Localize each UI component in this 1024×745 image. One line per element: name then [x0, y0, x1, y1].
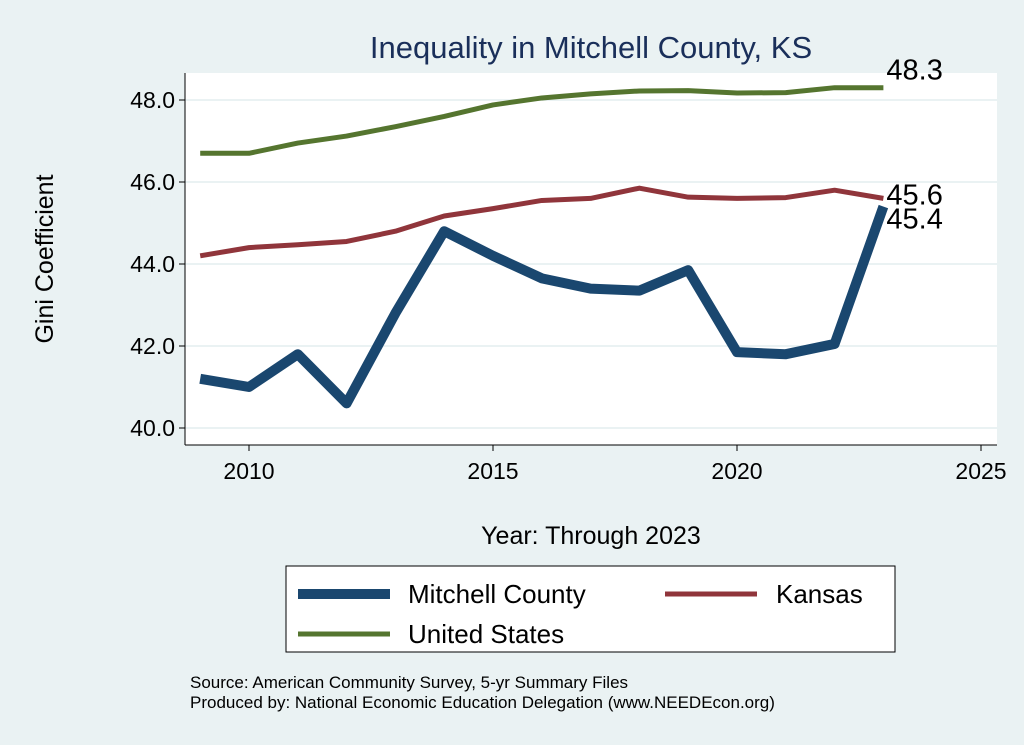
- end-label: 45.6: [886, 179, 942, 211]
- producer-note: Produced by: National Economic Education…: [190, 693, 775, 712]
- chart-title: Inequality in Mitchell County, KS: [370, 30, 812, 65]
- plot-area: [185, 73, 997, 445]
- y-axis-label: Gini Coefficient: [31, 174, 59, 343]
- legend: [285, 565, 896, 653]
- source-note: Source: American Community Survey, 5-yr …: [190, 673, 628, 692]
- series-line-kansas: [199, 185, 884, 259]
- x-tick-label: 2015: [467, 458, 518, 484]
- y-tick-label: 40.0: [130, 415, 175, 441]
- y-tick-label: 44.0: [130, 251, 175, 277]
- x-tick-label: 2010: [223, 458, 274, 484]
- x-tick-label: 2025: [955, 458, 1006, 484]
- y-tick-label: 46.0: [130, 169, 175, 195]
- legend-label: United States: [408, 619, 564, 649]
- y-tick-label: 42.0: [130, 333, 175, 359]
- x-tick-label: 2020: [711, 458, 762, 484]
- series-line-united-states: [200, 85, 884, 156]
- x-axis-label: Year: Through 2023: [481, 522, 701, 550]
- end-label: 45.4: [886, 204, 942, 236]
- legend-label: Kansas: [776, 579, 863, 609]
- legend-label: Mitchell County: [408, 579, 586, 609]
- series-line-mitchell-county: [199, 204, 889, 409]
- y-tick-label: 48.0: [130, 87, 175, 113]
- end-label: 48.3: [886, 55, 942, 87]
